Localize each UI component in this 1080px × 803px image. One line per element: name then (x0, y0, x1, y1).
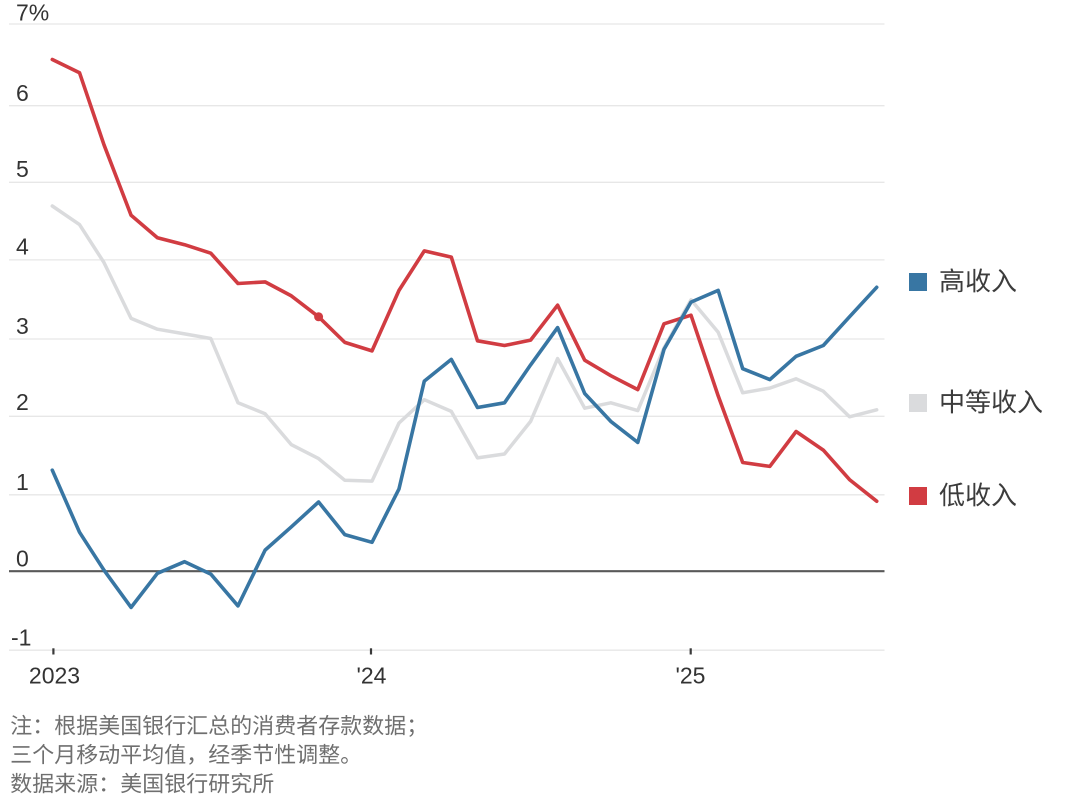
svg-text:-1: -1 (11, 625, 31, 651)
svg-text:5: 5 (16, 156, 29, 182)
svg-text:6: 6 (16, 80, 29, 106)
svg-text:4: 4 (16, 234, 29, 260)
svg-text:2: 2 (16, 389, 29, 415)
svg-text:7%: 7% (16, 0, 49, 26)
svg-text:'25: '25 (676, 663, 706, 689)
svg-text:0: 0 (16, 546, 29, 572)
svg-text:1: 1 (16, 469, 29, 495)
svg-text:2023: 2023 (29, 663, 80, 689)
svg-text:3: 3 (16, 313, 29, 339)
svg-text:'24: '24 (357, 663, 387, 689)
